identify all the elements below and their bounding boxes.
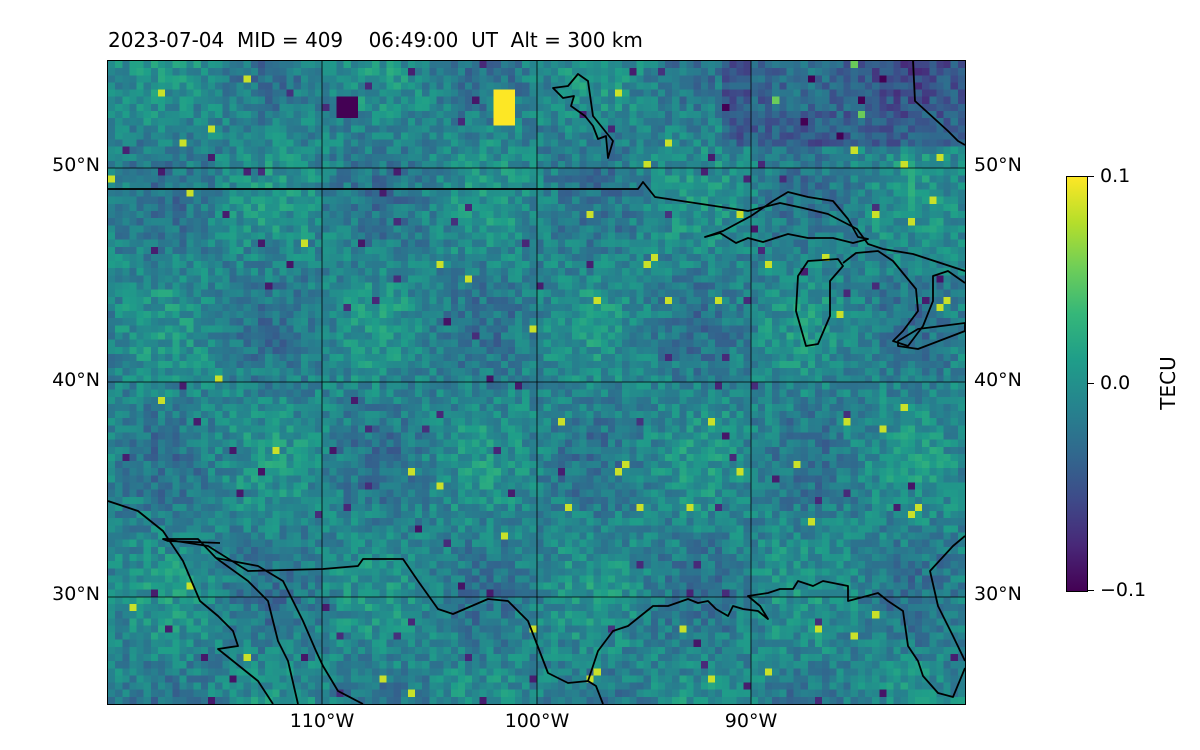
- us-canada-border: [108, 181, 965, 272]
- colorbar-tick-label-min: −0.1: [1100, 579, 1147, 601]
- lat-label-30n-right: 30°N: [974, 583, 1022, 605]
- lat-label-50n-right: 50°N: [974, 154, 1022, 176]
- lake-michigan: [795, 258, 844, 347]
- gulf-coast: [587, 580, 965, 698]
- colorbar-tick-label-zero: 0.0: [1100, 372, 1131, 394]
- lat-label-50n-left: 50°N: [52, 154, 100, 176]
- lat-label-40n-right: 40°N: [974, 369, 1022, 391]
- map-overlay: [108, 61, 965, 704]
- map-title: 2023-07-04 MID = 409 06:49:00 UT Alt = 3…: [108, 28, 643, 52]
- colorbar-tick-min: [1087, 590, 1094, 591]
- colorbar: [1066, 176, 1088, 592]
- lat-label-30n-left: 30°N: [52, 583, 100, 605]
- lake-huron: [842, 250, 965, 347]
- us-mexico-border: [162, 538, 604, 704]
- tec-map-panel[interactable]: [108, 61, 965, 704]
- colorbar-tick-max: [1087, 176, 1094, 177]
- colorbar-tick-label-max: 0.1: [1100, 165, 1131, 187]
- baja-east: [215, 557, 299, 704]
- hudson-bay-coast: [552, 73, 614, 159]
- colorbar-tick-zero: [1087, 383, 1094, 384]
- florida-east: [929, 535, 965, 662]
- lake-erie: [897, 322, 965, 350]
- gulf-of-california: [215, 557, 364, 704]
- lat-label-40n-left: 40°N: [52, 369, 100, 391]
- northeast-coast: [912, 61, 965, 146]
- baja-california: [108, 500, 274, 704]
- lon-label-100w: 100°W: [504, 710, 570, 732]
- lake-superior: [704, 191, 869, 244]
- colorbar-label: TECU: [1156, 356, 1180, 410]
- lon-label-90w: 90°W: [724, 710, 778, 732]
- lon-label-110w: 110°W: [289, 710, 355, 732]
- graticule: [108, 61, 965, 704]
- coastlines-and-borders: [108, 61, 965, 704]
